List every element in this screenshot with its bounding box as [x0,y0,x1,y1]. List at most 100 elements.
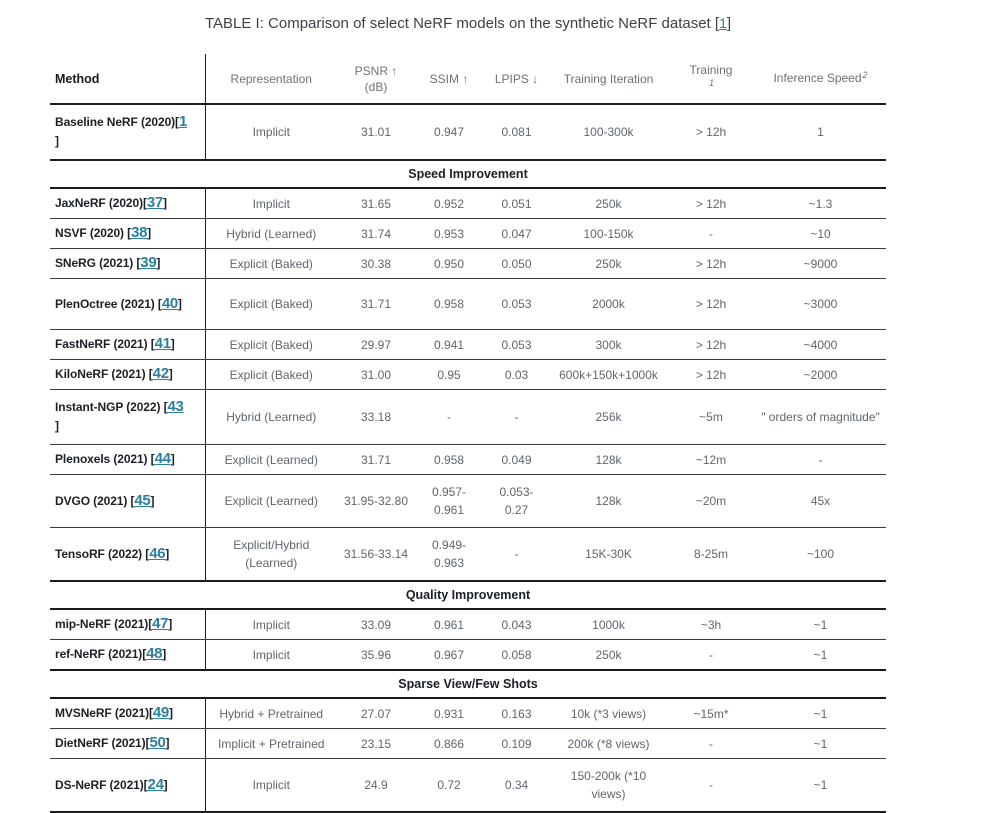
citation-link[interactable]: 47 [152,615,169,632]
inference-speed-cell: - [755,444,886,475]
method-closing-bracket: ] [177,296,182,311]
training-time-cell: ~12m [667,444,755,475]
training-time-cell: - [667,728,755,759]
lpips-cell: 0.163 [483,698,550,729]
method-name: SNeRG (2021) [ [55,256,141,270]
method-cell: SNeRG (2021) [39] [50,248,205,279]
training-time-cell: > 12h [667,188,755,219]
method-closing-bracket: ] [165,736,170,750]
lpips-cell: 0.047 [483,218,550,249]
column-header-psnr: PSNR ↑ (dB) [337,54,415,105]
ssim-cell: - [415,389,483,445]
method-cell: PlenOctree (2021) [40] [50,278,205,330]
method-cell: DVGO (2021) [45] [50,474,205,528]
method-cell: Instant-NGP (2022) [43] [50,389,205,445]
method-name: Plenoxels (2021) [ [55,452,155,466]
citation-link[interactable]: 46 [149,544,166,562]
psnr-cell: 31.74 [337,218,415,249]
lpips-cell: 0.109 [483,728,550,759]
training-iteration-cell: 15K-30K [550,527,667,582]
psnr-cell: 31.65 [337,188,415,219]
table-row: KiloNeRF (2021) [42] Explicit (Baked) 31.0… [50,359,886,390]
ssim-cell: 0.95 [415,359,483,390]
lpips-cell: - [483,389,550,445]
caption-citation-link[interactable]: 1 [719,15,727,31]
lpips-cell: 0.053 [483,278,550,330]
method-name: Instant-NGP (2022) [ [55,400,168,414]
section-label: Sparse View/Few Shots [50,669,886,699]
table-row: FastNeRF (2021) [41] Explicit (Baked) 29.9… [50,329,886,360]
column-header-ssim: SSIM ↑ [415,54,483,105]
ssim-cell: 0.958 [415,278,483,330]
psnr-cell: 33.09 [337,609,415,640]
training-time-cell: - [667,639,755,671]
method-cell: JaxNeRF (2020)[37] [50,188,205,219]
table-row: TensoRF (2022) [46] Explicit/Hybrid (Lear… [50,527,886,582]
ssim-cell: 0.953 [415,218,483,249]
citation-link[interactable]: 44 [154,450,171,467]
citation-link[interactable]: 24 [147,775,164,793]
psnr-cell: 31.71 [337,278,415,330]
method-cell: KiloNeRF (2021) [42] [50,359,205,390]
psnr-cell: 27.07 [337,698,415,729]
representation-cell: Implicit [204,609,337,640]
citation-link[interactable]: 50 [149,734,166,751]
footnote-superscript: 1 [708,78,714,88]
lpips-cell: - [483,527,550,582]
psnr-cell: 33.18 [337,389,415,445]
caption-bracket: ] [726,15,732,32]
method-closing-bracket: ] [165,546,170,561]
citation-link[interactable]: 39 [140,254,157,271]
citation-link[interactable]: 45 [134,491,151,509]
inference-speed-cell: 45x [755,474,886,528]
training-time-cell: > 12h [667,248,755,279]
column-label-line2: 1 [671,78,751,95]
method-closing-bracket: ] [162,647,167,661]
table-row: mip-NeRF (2021)[47] Implicit 33.09 0.961 0.0… [50,609,886,640]
method-cell: NSVF (2020) [38] [50,218,205,249]
psnr-cell: 30.38 [337,248,415,279]
inference-speed-cell: 1 [755,104,886,161]
citation-link[interactable]: 40 [161,294,178,312]
training-iteration-cell: 2000k [550,278,667,330]
representation-cell: Implicit [204,639,337,671]
citation-link[interactable]: 48 [146,645,163,662]
column-label: LPIPS ↓ [494,71,539,86]
lpips-cell: 0.34 [483,758,550,813]
lpips-cell: 0.053 [483,329,550,360]
method-cell: MVSNeRF (2021)[49] [50,698,205,729]
citation-link[interactable]: 43 [167,398,184,415]
column-header-representation: Representation [204,54,337,105]
representation-cell: Explicit (Baked) [204,278,337,330]
lpips-cell: 0.043 [483,609,550,640]
training-time-cell: 8-25m [667,527,755,582]
inference-speed-cell: ~10 [755,218,886,249]
table-row: JaxNeRF (2020)[37] Implicit 31.65 0.952 0.05… [50,188,886,219]
citation-link[interactable]: 49 [152,704,169,721]
ssim-cell: 0.949-0.963 [415,527,483,582]
method-closing-bracket: ] [168,617,173,631]
ssim-cell: 0.950 [415,248,483,279]
ssim-cell: 0.967 [415,639,483,671]
training-time-cell: ~3h [667,609,755,640]
ssim-cell: 0.961 [415,609,483,640]
lpips-cell: 0.050 [483,248,550,279]
psnr-cell: 35.96 [337,639,415,671]
column-label: Training Iteration [563,71,654,86]
method-closing-bracket: ] [156,256,161,270]
method-name: PlenOctree (2021) [ [55,296,162,311]
citation-link[interactable]: 1 [178,113,187,130]
training-time-cell: > 12h [667,359,755,390]
lpips-cell: 0.049 [483,444,550,475]
table-caption: TABLE I: Comparison of select NeRF model… [50,14,886,34]
citation-link[interactable]: 41 [154,335,171,352]
training-time-cell: - [667,758,755,813]
citation-link[interactable]: 38 [131,224,148,241]
column-header-speed: Inference Speed2 [755,54,886,105]
training-time-cell: > 12h [667,329,755,360]
citation-link[interactable]: 42 [152,365,169,382]
inference-speed-cell: ~3000 [755,278,886,330]
inference-speed-cell: ~1 [755,609,886,640]
citation-link[interactable]: 37 [146,194,163,211]
column-label: PSNR ↑ [354,63,398,78]
